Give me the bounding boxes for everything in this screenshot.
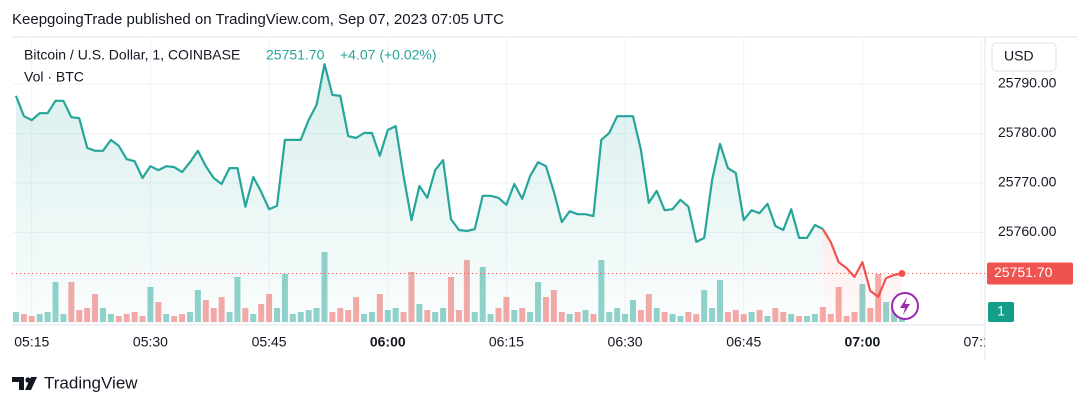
publisher-line: KeepgoingTrade published on TradingView.… [12,11,504,28]
x-tick-label: 06:15 [489,334,524,350]
currency: USD [1004,48,1034,64]
price-line [821,228,903,298]
logo-part [12,377,24,390]
area [15,64,823,325]
bolt [900,297,910,315]
price-label-box [987,262,1073,285]
price-line [14,63,824,243]
x-tick-label: 05:45 [252,334,287,350]
legend-change: +4.07 (+0.02%) [340,47,437,63]
legend-price: 25751.70 [266,47,325,63]
y-tick-label: 25780.00 [998,124,1057,140]
logo-part [25,377,37,390]
y-tick-label: 25790.00 [998,75,1057,91]
x-tick-label: 06:45 [726,334,761,350]
brand-logo [12,377,37,390]
y-tick-label: 25760.00 [998,223,1057,239]
symbol: Bitcoin / U.S. Dollar, 1, COINBASE [24,47,240,63]
currency-box[interactable] [991,42,1057,72]
brand: TradingView [44,373,138,392]
x-tick-label: 06:30 [608,334,643,350]
price-label: 25751.70 [994,264,1053,280]
y-tick-label: 25770.00 [998,174,1057,190]
area [822,229,902,325]
volume-bar [12,312,19,322]
x-tick-label: 06:00 [370,334,406,350]
volume-label: Vol · BTC [24,69,84,85]
overlay: Bitcoin / U.S. Dollar, 1, COINBASE 25751… [12,42,1057,392]
x-tick-label: 07:00 [844,334,880,350]
x-tick-label: 07:15 [964,334,999,350]
x-tick-label: 05:30 [133,334,168,350]
last-point [898,270,906,278]
x-tick-label: 05:15 [14,334,49,350]
interval-badge-text: 1 [997,303,1005,319]
plot: 25760.00 25770.00 25780.00 25790.00 05:15 05:… [12,38,1073,350]
interval-badge [988,302,1014,322]
